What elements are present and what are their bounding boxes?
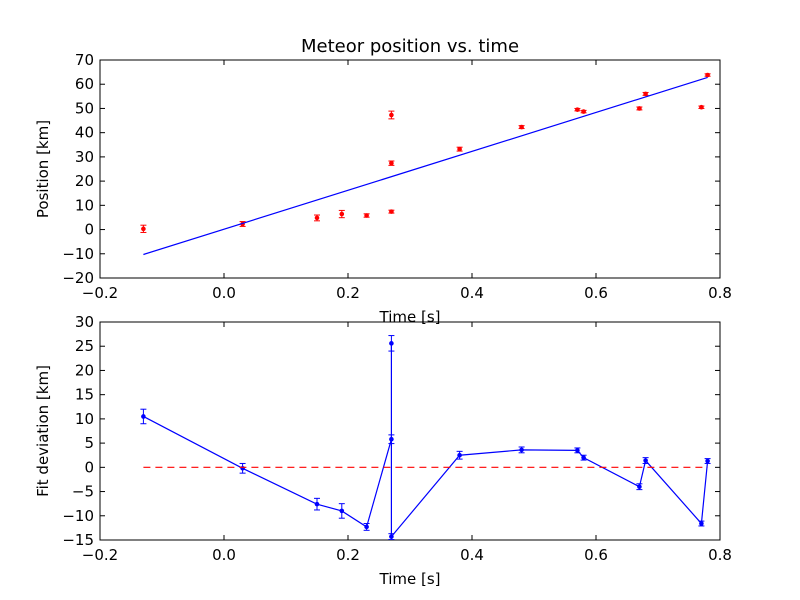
data-point (699, 104, 704, 110)
data-point (457, 452, 462, 458)
chart-title: Meteor position vs. time (301, 36, 519, 57)
x-tick-label: 0.2 (336, 546, 360, 564)
data-point (364, 213, 369, 218)
x-tick-label: 0.4 (460, 546, 484, 564)
x-tick-label: 0.6 (584, 546, 608, 564)
y-tick-label: 15 (75, 386, 94, 404)
data-point (643, 91, 648, 97)
data-point (141, 226, 146, 232)
x-axis-label: Time [s] (379, 308, 441, 326)
x-tick-label: 0.8 (708, 284, 732, 302)
x-tick-label: −0.2 (82, 284, 118, 302)
plot-frame (99, 59, 721, 279)
data-point (705, 72, 710, 78)
y-tick-label: 25 (75, 337, 94, 355)
plot-frame (99, 321, 721, 541)
data-point (364, 524, 369, 530)
data-point (637, 106, 642, 111)
chart-position-vs-time: Meteor position vs. time −0.2 0.0 0.2 0.4 0.6… (34, 36, 732, 326)
y-axis-label: Position [km] (34, 120, 52, 218)
data-point (519, 447, 524, 453)
y-axis-label: Fit deviation [km] (34, 365, 52, 497)
data-point (240, 466, 245, 471)
y-tick-label: 5 (84, 434, 94, 452)
data-point (389, 209, 394, 214)
y-tick-label: 50 (75, 99, 94, 117)
data-point (699, 521, 704, 526)
data-point (705, 458, 710, 464)
x-tick-label: −0.2 (82, 546, 118, 564)
y-tick-label: 30 (75, 313, 94, 331)
data-point (389, 436, 394, 442)
x-axis-label: Time [s] (379, 570, 441, 588)
data-point (643, 458, 648, 463)
y-tick-label: 60 (75, 75, 94, 93)
y-tick-label: −20 (62, 269, 94, 287)
y-tick-label: 0 (84, 221, 94, 239)
y-tick-label: 0 (84, 458, 94, 476)
y-tick-label: −10 (62, 245, 94, 263)
data-point (389, 160, 394, 166)
deviation-line (143, 343, 709, 539)
data-point (575, 448, 580, 453)
y-tick-label: 70 (75, 51, 94, 69)
data-point (389, 112, 394, 118)
y-tick-label: 30 (75, 148, 94, 166)
data-point (314, 501, 320, 507)
y-tick-label: −10 (62, 507, 94, 525)
y-tick-label: 10 (75, 410, 94, 428)
x-tick-label: 0.2 (336, 284, 360, 302)
data-point (314, 215, 320, 221)
data-point (457, 146, 462, 152)
data-point (637, 484, 642, 490)
y-tick-label: 20 (75, 172, 94, 190)
data-point (339, 508, 345, 514)
data-point (389, 534, 394, 539)
data-point (389, 341, 394, 346)
data-point (575, 107, 580, 112)
x-tick-label: 0.0 (212, 546, 236, 564)
x-tick-label: 0.0 (212, 284, 236, 302)
chart-fit-deviation: −0.2 0.0 0.2 0.4 0.6 0.8 −15 −10 −5 0 5 10 15 20 25 30 T… (34, 313, 732, 588)
y-tick-label: 40 (75, 124, 94, 142)
data-point (141, 414, 146, 419)
fit-line (143, 76, 708, 256)
data-point (519, 124, 524, 130)
y-tick-label: 10 (75, 196, 94, 214)
x-tick-label: 0.6 (584, 284, 608, 302)
y-tick-label: −5 (72, 483, 94, 501)
data-point (581, 109, 586, 114)
data-point (339, 211, 345, 217)
y-tick-label: 20 (75, 361, 94, 379)
x-tick-label: 0.4 (460, 284, 484, 302)
x-tick-label: 0.8 (708, 546, 732, 564)
data-point (581, 455, 586, 460)
y-tick-label: −15 (62, 531, 94, 549)
